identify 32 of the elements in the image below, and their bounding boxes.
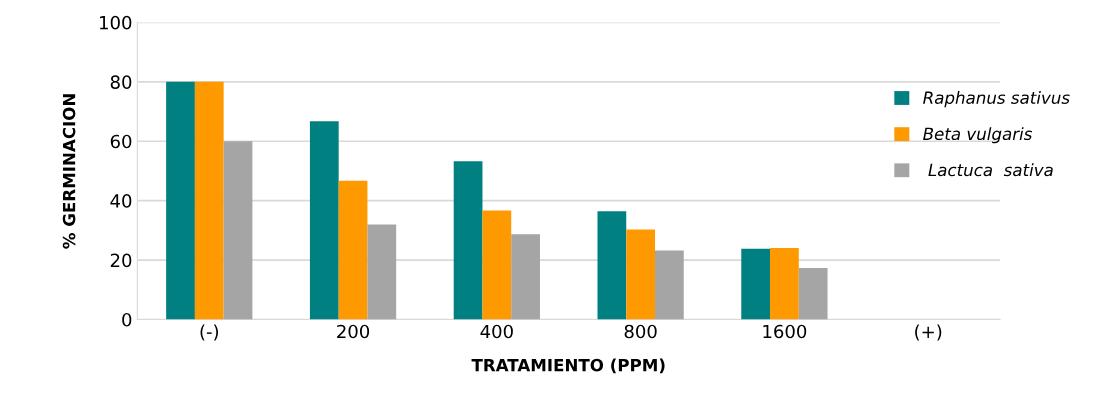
bar (309, 121, 339, 320)
bar (511, 234, 540, 320)
y-tick-label: 0 (122, 312, 132, 327)
legend-label: Lactuca sativa (928, 163, 1053, 177)
x-tick-label: (+) (915, 324, 942, 341)
x-axis-title: TRATAMIENTO (PPM) (471, 358, 665, 374)
bar (338, 180, 368, 320)
x-tick-label: 1600 (763, 324, 807, 339)
bar (367, 224, 397, 320)
bar (223, 141, 253, 320)
bar (798, 268, 828, 320)
y-tick-label: 60 (110, 134, 132, 149)
y-axis-title: % GERMINACION (62, 94, 76, 249)
y-tick-label: 20 (110, 253, 132, 268)
bar (597, 211, 627, 320)
bar (626, 229, 655, 320)
legend-label: Beta vulgaris (923, 127, 1033, 144)
y-tick-label: 80 (110, 75, 132, 89)
bar (482, 210, 512, 320)
x-tick-label: 800 (624, 324, 657, 339)
x-tick-label: 400 (480, 324, 513, 339)
x-tick-label: 200 (337, 324, 370, 339)
y-tick-label: 100 (100, 15, 132, 30)
legend-label: Raphanus sativus (923, 91, 1070, 108)
bar (166, 81, 195, 320)
bar (655, 250, 684, 320)
bar (453, 161, 483, 320)
y-tick-label: 40 (110, 194, 132, 208)
bar (770, 247, 799, 320)
bar (194, 81, 224, 320)
x-tick-label: (-) (200, 324, 219, 341)
bar (741, 248, 771, 320)
